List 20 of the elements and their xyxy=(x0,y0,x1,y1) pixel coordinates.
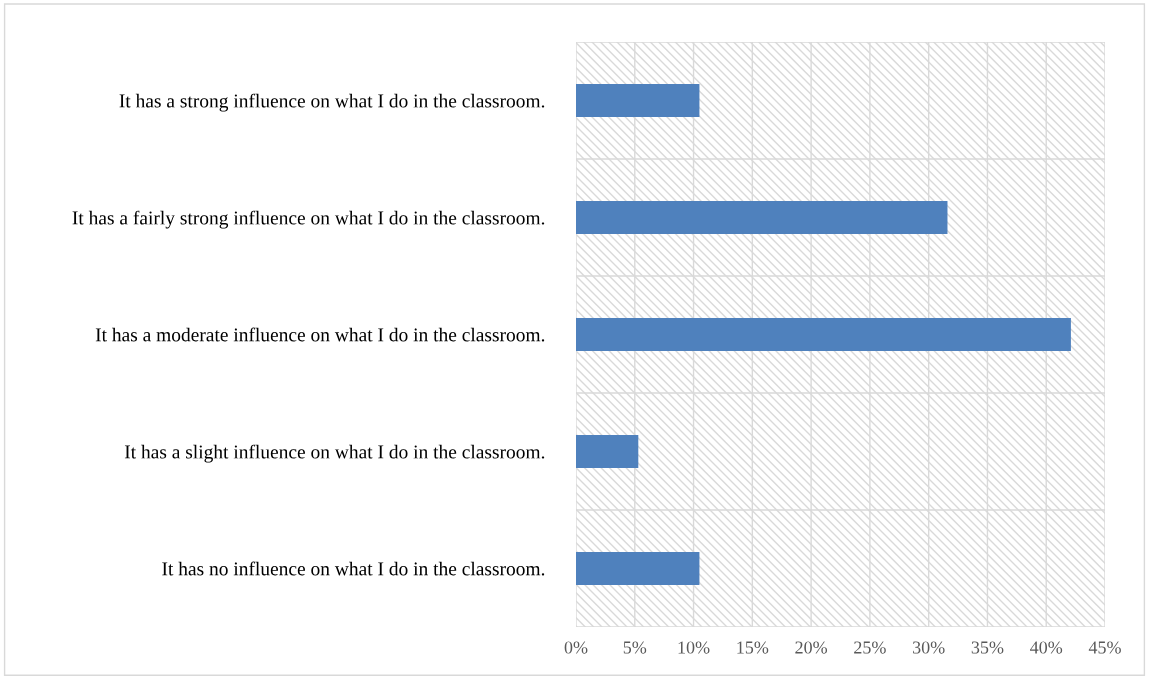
x-tick-label: 30% xyxy=(912,641,945,654)
y-tick-label: It has a moderate influence on what I do in the classroom. xyxy=(95,327,545,342)
x-tick-label: 5% xyxy=(623,641,647,654)
x-tick-label: 40% xyxy=(1030,641,1063,654)
bar xyxy=(576,435,639,468)
x-tick-label: 45% xyxy=(1088,641,1121,654)
bar xyxy=(576,201,948,234)
x-tick-label: 35% xyxy=(971,641,1004,654)
y-tick-label: It has a slight influence on what I do in the classroom. xyxy=(124,444,545,463)
y-tick-label: It has a strong influence on what I do in the classroom. xyxy=(119,93,545,112)
x-tick-label: 0% xyxy=(564,641,588,654)
y-tick-label: It has a fairly strong influence on what I do in the classroom. xyxy=(72,210,545,229)
bar xyxy=(576,318,1071,351)
x-tick-label: 25% xyxy=(854,641,886,654)
bar xyxy=(576,552,700,585)
x-tick-label: 10% xyxy=(678,641,710,654)
y-tick-label: It has no influence on what I do in the classroom. xyxy=(162,561,545,576)
x-tick-label: 15% xyxy=(737,641,769,654)
x-tick-label: 20% xyxy=(795,641,828,654)
bar xyxy=(576,84,700,117)
